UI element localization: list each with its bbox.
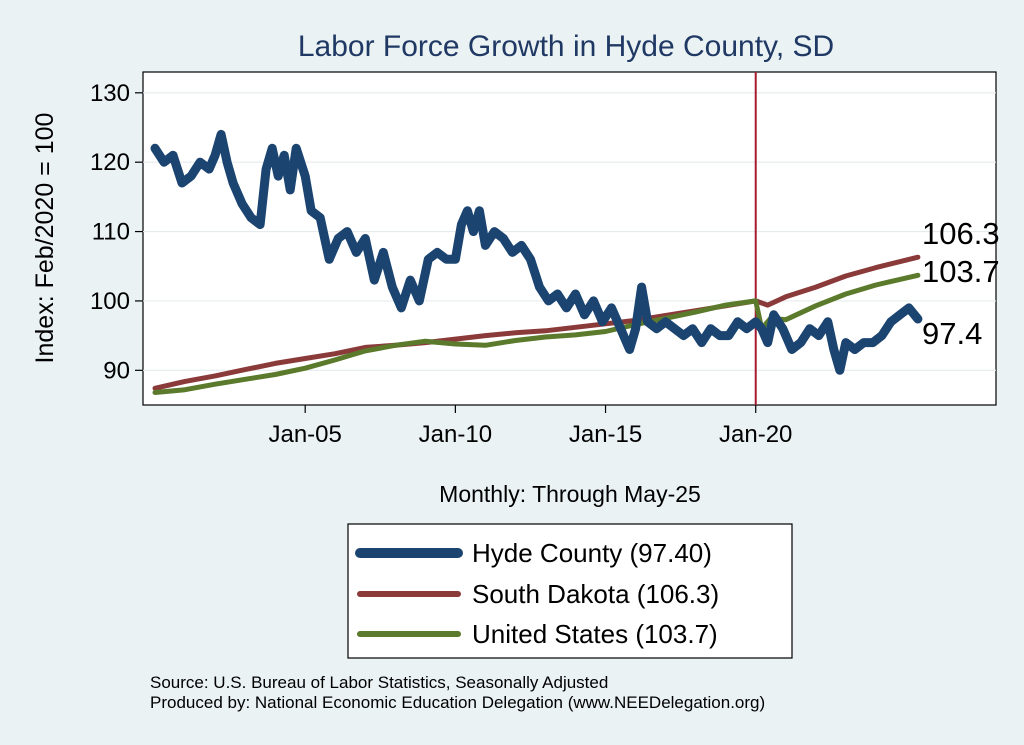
y-tick-label-100: 100: [90, 288, 130, 315]
x-tick-label-Jan-05: Jan-05: [268, 421, 341, 448]
plot-area: [142, 71, 997, 406]
x-axis: Jan-05 Jan-10 Jan-15 Jan-20: [268, 405, 792, 448]
legend-label-0: Hyde County (97.40): [472, 538, 712, 568]
x-axis-title: Monthly: Through May-25: [439, 481, 701, 507]
producer-note: Produced by: National Economic Education…: [150, 693, 765, 712]
legend: Hyde County (97.40) South Dakota (106.3) U…: [355, 538, 719, 649]
y-tick-label-120: 120: [90, 149, 130, 176]
legend-label-1: South Dakota (106.3): [472, 579, 719, 609]
series-line-south-dakota: [152, 254, 921, 391]
legend-label-2: United States (103.7): [472, 619, 718, 649]
end-label-hyde-county: 97.4: [922, 316, 982, 351]
chart-title: Labor Force Growth in Hyde County, SD: [298, 30, 834, 63]
x-tick-label-Jan-10: Jan-10: [419, 421, 492, 448]
x-tick-label-Jan-20: Jan-20: [719, 421, 792, 448]
y-tick-label-90: 90: [103, 357, 130, 384]
series-line-hyde-county: [150, 129, 923, 375]
x-tick-label-Jan-15: Jan-15: [569, 421, 642, 448]
y-axis-title: Index: Feb/2020 = 100: [31, 113, 59, 364]
y-tick-label-130: 130: [90, 80, 130, 107]
series-layer: [150, 129, 923, 395]
y-axis: 90 100 110 120 130: [90, 80, 143, 384]
source-note: Source: U.S. Bureau of Labor Statistics,…: [150, 673, 608, 692]
y-tick-label-110: 110: [92, 219, 130, 246]
end-label-united-states: 103.7: [922, 254, 1000, 289]
end-label-south-dakota: 106.3: [922, 216, 1000, 251]
